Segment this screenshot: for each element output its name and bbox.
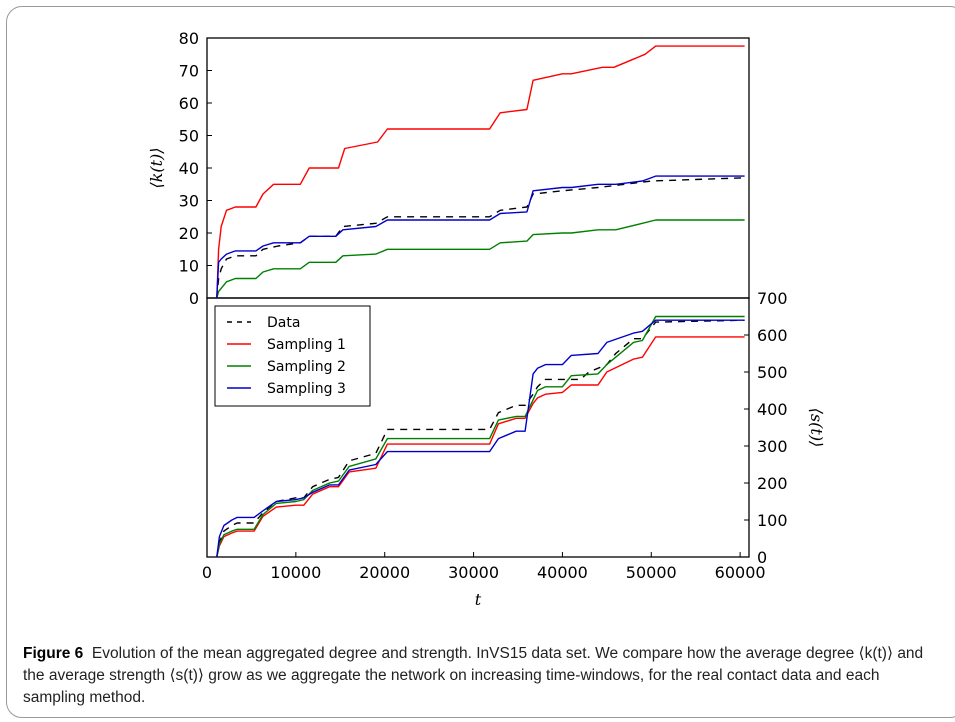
legend-label-sampling-2: Sampling 2 — [267, 359, 346, 375]
xtick-label: 30000 — [448, 563, 499, 582]
legend-label-data: Data — [267, 315, 300, 331]
legend-label-sampling-3: Sampling 3 — [267, 381, 346, 397]
legend-label-sampling-1: Sampling 1 — [267, 337, 346, 353]
top-ytick-label: 70 — [179, 62, 199, 81]
xtick-label: 40000 — [537, 563, 588, 582]
top-series-data — [216, 177, 745, 299]
top-series-sampling-1 — [216, 45, 745, 299]
bottom-ytick-label: 300 — [757, 437, 788, 456]
top-ytick-label: 50 — [179, 127, 199, 146]
bottom-ytick-label: 700 — [757, 289, 788, 308]
caption-text: Evolution of the mean aggregated degree … — [23, 645, 924, 706]
top-series-sampling-2 — [216, 219, 745, 299]
top-ytick-label: 20 — [179, 224, 199, 243]
bottom-series-sampling-3 — [216, 319, 745, 558]
bottom-ytick-label: 200 — [757, 474, 788, 493]
xtick-label: 0 — [202, 563, 212, 582]
bottom-ytick-label: 600 — [757, 326, 788, 345]
top-ytick-label: 40 — [179, 159, 199, 178]
top-ytick-label: 10 — [179, 257, 199, 276]
figure-caption: Figure 6 Evolution of the mean aggregate… — [23, 643, 938, 709]
bottom-ytick-label: 500 — [757, 363, 788, 382]
xtick-label: 60000 — [715, 563, 766, 582]
xlabel: t — [475, 590, 482, 609]
top-ytick-label: 80 — [179, 29, 199, 48]
bottom-ytick-label: 100 — [757, 511, 788, 530]
top-ylabel: ⟨k(t)⟩ — [147, 147, 166, 188]
figure-frame — [6, 6, 955, 718]
xtick-label: 50000 — [626, 563, 677, 582]
top-series-sampling-3 — [216, 175, 745, 299]
bottom-plot-frame — [206, 297, 750, 558]
top-ytick-label: 30 — [179, 192, 199, 211]
xtick-label: 20000 — [359, 563, 410, 582]
bottom-series-sampling-1 — [216, 336, 745, 558]
top-ytick-label: 60 — [179, 94, 199, 113]
top-ytick-label: 0 — [189, 289, 199, 308]
bottom-ytick-label: 400 — [757, 400, 788, 419]
bottom-series-sampling-2 — [216, 315, 745, 558]
xtick-label: 10000 — [270, 563, 321, 582]
chart-figure: 0 10 20 30 40 50 60 70 80 0 100 200 300 400 500 600 700 0… — [147, 29, 826, 609]
top-plot-frame — [206, 37, 750, 299]
bottom-ytick-label: 0 — [757, 548, 767, 567]
bottom-ylabel: ⟨s(t)⟩ — [807, 408, 826, 448]
caption-label: Figure 6 — [23, 645, 84, 662]
